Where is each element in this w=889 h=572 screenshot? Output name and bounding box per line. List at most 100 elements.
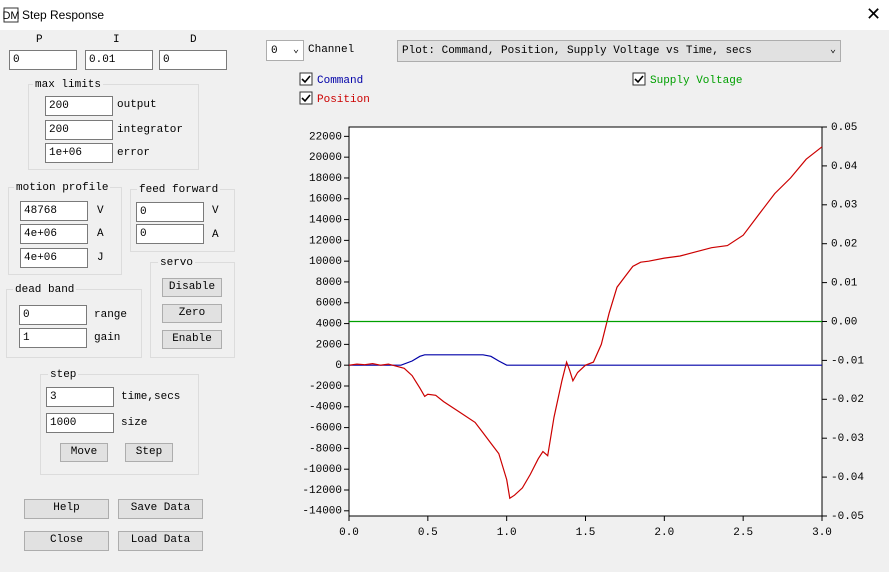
field-label: integrator [117, 124, 184, 136]
y-tick-label: -12000 [302, 485, 342, 497]
legend-checkbox[interactable] [299, 72, 313, 86]
app-icon: DM [3, 7, 19, 23]
text-input[interactable]: 0 [159, 50, 227, 70]
x-tick-label: 0.5 [418, 527, 438, 539]
group-title: motion profile [14, 182, 111, 194]
text-input[interactable]: 3 [46, 387, 114, 407]
dropdown-value: Plot: Command, Position, Supply Voltage … [402, 45, 752, 57]
y-tick-label: 16000 [309, 194, 342, 206]
field-label: V [97, 205, 104, 217]
x-tick-label: 0.0 [339, 527, 359, 539]
y-tick-label: 0 [335, 360, 342, 372]
y-tick-label: -10000 [302, 464, 342, 476]
series-line [348, 146, 823, 500]
y-tick-label: 14000 [309, 214, 342, 226]
field-label: J [97, 252, 104, 264]
button[interactable]: Move [60, 443, 108, 462]
checkmark [301, 75, 311, 84]
y-tick-label: 12000 [309, 235, 342, 247]
y2-tick-label: 0.05 [831, 122, 857, 134]
text-input[interactable]: 200 [45, 96, 113, 116]
x-tick-label: 2.5 [733, 527, 753, 539]
y-tick-label: 22000 [309, 131, 342, 143]
y2-tick-label: 0.02 [831, 239, 857, 251]
y2-tick-label: -0.02 [831, 394, 864, 406]
pid-label: D [190, 34, 197, 46]
button[interactable]: Help [24, 499, 109, 519]
x-tick-label: 3.0 [812, 527, 832, 539]
y-tick-label: -4000 [309, 402, 342, 414]
field-label: gain [94, 332, 121, 344]
text-input[interactable]: 0 [136, 202, 204, 222]
y-tick-label: -8000 [309, 443, 342, 455]
svg-text:DM: DM [3, 10, 19, 22]
y2-tick-label: -0.05 [831, 511, 864, 523]
y-tick-label: 6000 [316, 298, 342, 310]
legend-label: Position [317, 94, 370, 106]
group-title: max limits [33, 79, 104, 91]
pid-label: I [113, 34, 120, 46]
checkmark [634, 75, 644, 84]
field-label: output [117, 99, 157, 111]
y2-tick-label: -0.01 [831, 355, 864, 367]
legend-label: Command [317, 75, 363, 87]
button[interactable]: Zero [162, 304, 222, 323]
field-label: A [212, 229, 219, 241]
y-tick-label: 18000 [309, 173, 342, 185]
y2-tick-label: 0.04 [831, 161, 858, 173]
y2-tick-label: 0.03 [831, 200, 857, 212]
field-label: error [117, 147, 151, 159]
plot-dropdown[interactable]: Plot: Command, Position, Supply Voltage … [397, 40, 841, 62]
button[interactable]: Step [125, 443, 173, 462]
text-input[interactable]: 1 [19, 328, 87, 348]
text-input[interactable]: 48768 [20, 201, 88, 221]
checkmark [301, 94, 311, 103]
button[interactable]: Enable [162, 330, 222, 349]
text-input[interactable]: 0 [19, 305, 87, 325]
group-title: servo [158, 257, 196, 269]
dropdown-arrow: ⌄ [829, 45, 836, 56]
y2-tick-label: 0.01 [831, 278, 858, 290]
button[interactable]: Save Data [118, 499, 203, 519]
text-input[interactable]: 200 [45, 120, 113, 140]
text-input[interactable]: 0 [136, 224, 204, 244]
text-input[interactable]: 0.01 [85, 50, 153, 70]
y-tick-label: -14000 [302, 506, 342, 518]
text-input[interactable]: 1000 [46, 413, 114, 433]
y2-tick-label: -0.04 [831, 472, 864, 484]
window-title: Step Response [22, 8, 105, 22]
y-tick-label: -6000 [309, 422, 342, 434]
group-title: feed forward [137, 184, 221, 196]
button[interactable]: Load Data [118, 531, 203, 551]
series-line [349, 354, 822, 366]
field-label: V [212, 205, 219, 217]
text-input[interactable]: 1e+06 [45, 143, 113, 163]
x-tick-label: 1.0 [497, 527, 517, 539]
field-label: A [97, 228, 104, 240]
group-box [28, 84, 199, 170]
y-tick-label: 20000 [309, 152, 342, 164]
field-label: size [121, 417, 148, 429]
close-window[interactable]: ✕ [866, 4, 882, 24]
y-tick-label: 4000 [316, 318, 342, 330]
y2-tick-label: -0.03 [831, 433, 864, 445]
legend-checkbox[interactable] [632, 72, 646, 86]
dropdown-arrow: ⌄ [292, 45, 299, 56]
y2-tick-label: 0.00 [831, 316, 857, 328]
text-input[interactable]: 0 [9, 50, 77, 70]
dropdown-value: 0 [271, 45, 278, 57]
legend-checkbox[interactable] [299, 91, 313, 105]
text-input[interactable]: 4e+06 [20, 248, 88, 268]
field-label: Channel [308, 44, 355, 56]
group-title: step [48, 369, 79, 381]
channel-dropdown[interactable]: 0 ⌄ [266, 40, 304, 61]
pid-label: P [36, 34, 43, 46]
button[interactable]: Close [24, 531, 109, 551]
field-label: range [94, 309, 128, 321]
x-tick-label: 1.5 [576, 527, 596, 539]
button[interactable]: Disable [162, 278, 222, 297]
x-tick-label: 2.0 [654, 527, 674, 539]
text-input[interactable]: 4e+06 [20, 224, 88, 244]
